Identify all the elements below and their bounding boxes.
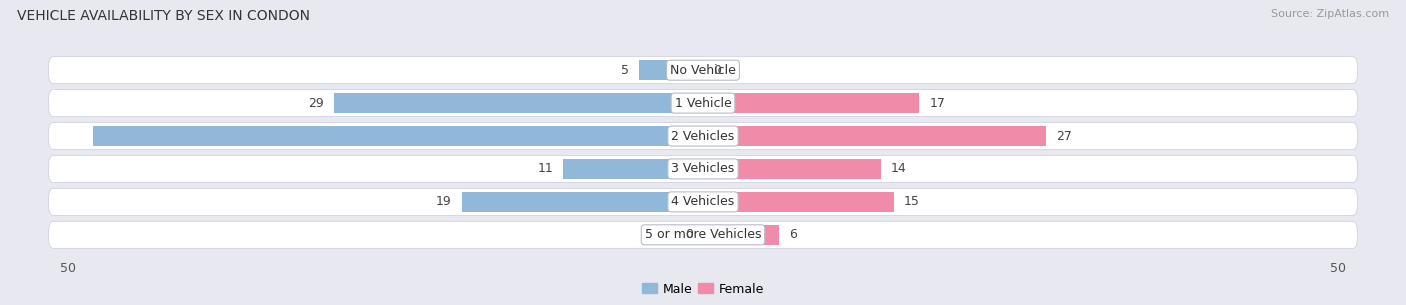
Text: 19: 19 <box>436 196 451 208</box>
FancyBboxPatch shape <box>49 90 1357 117</box>
Bar <box>335 93 703 113</box>
Bar <box>703 224 779 245</box>
Bar <box>703 159 882 179</box>
Bar <box>461 192 703 212</box>
Bar <box>640 60 703 81</box>
Text: No Vehicle: No Vehicle <box>671 64 735 77</box>
Legend: Male, Female: Male, Female <box>643 282 763 296</box>
Text: 17: 17 <box>929 97 945 109</box>
Bar <box>564 159 703 179</box>
Text: 3 Vehicles: 3 Vehicles <box>672 163 734 175</box>
Text: 5 or more Vehicles: 5 or more Vehicles <box>645 228 761 241</box>
Text: 48: 48 <box>77 130 94 142</box>
Text: Source: ZipAtlas.com: Source: ZipAtlas.com <box>1271 9 1389 19</box>
Text: 2 Vehicles: 2 Vehicles <box>672 130 734 142</box>
Text: 11: 11 <box>537 163 553 175</box>
Text: 0: 0 <box>713 64 721 77</box>
Text: 0: 0 <box>685 228 693 241</box>
Text: 15: 15 <box>904 196 920 208</box>
Text: 6: 6 <box>789 228 797 241</box>
Text: VEHICLE AVAILABILITY BY SEX IN CONDON: VEHICLE AVAILABILITY BY SEX IN CONDON <box>17 9 309 23</box>
Text: 1 Vehicle: 1 Vehicle <box>675 97 731 109</box>
FancyBboxPatch shape <box>49 57 1357 84</box>
FancyBboxPatch shape <box>49 221 1357 248</box>
FancyBboxPatch shape <box>49 156 1357 182</box>
Bar <box>703 192 894 212</box>
Bar <box>703 126 1046 146</box>
Text: 5: 5 <box>621 64 630 77</box>
Text: 29: 29 <box>308 97 325 109</box>
FancyBboxPatch shape <box>49 188 1357 215</box>
Text: 14: 14 <box>891 163 907 175</box>
FancyBboxPatch shape <box>49 123 1357 149</box>
Bar <box>93 126 703 146</box>
Bar <box>703 93 920 113</box>
Text: 4 Vehicles: 4 Vehicles <box>672 196 734 208</box>
Text: 27: 27 <box>1056 130 1073 142</box>
